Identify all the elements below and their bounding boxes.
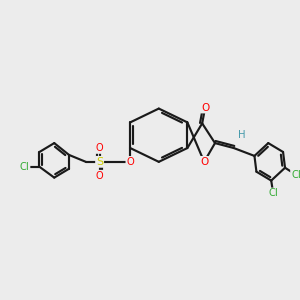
Text: O: O xyxy=(126,157,134,167)
Text: O: O xyxy=(96,143,104,153)
Text: Cl: Cl xyxy=(20,162,29,172)
Text: H: H xyxy=(238,130,245,140)
Text: S: S xyxy=(96,157,103,167)
Text: Cl: Cl xyxy=(291,170,300,180)
Text: O: O xyxy=(96,171,104,181)
Text: O: O xyxy=(201,103,209,112)
Text: O: O xyxy=(200,157,208,167)
Text: Cl: Cl xyxy=(268,188,278,198)
